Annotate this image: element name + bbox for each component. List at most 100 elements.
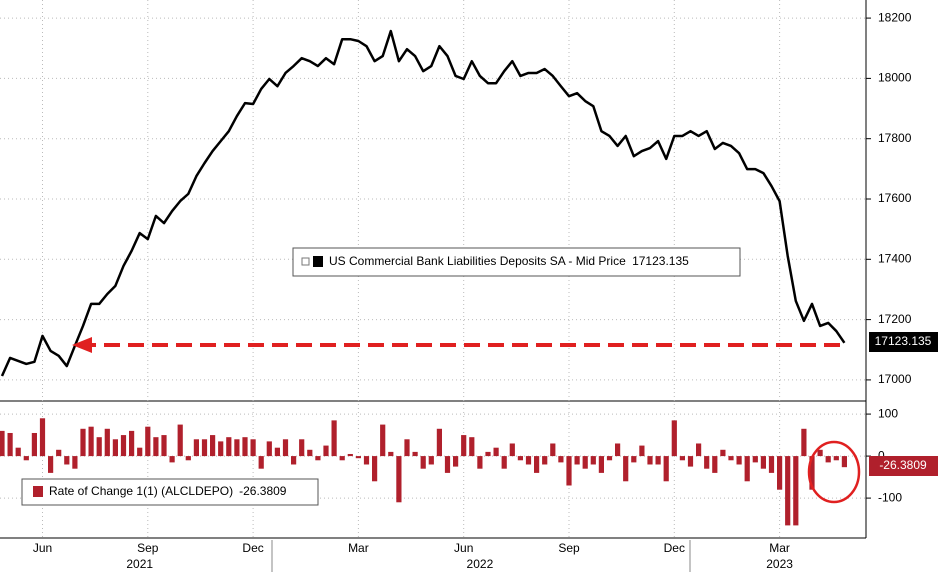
bar [534, 456, 540, 473]
bar [0, 430, 5, 457]
arrow-head [72, 337, 92, 353]
bar [31, 432, 37, 457]
bar [145, 426, 151, 457]
bar [720, 449, 726, 457]
bar [193, 439, 199, 457]
bar [590, 456, 596, 465]
y-tick-label: 17400 [878, 251, 912, 265]
bar [833, 456, 839, 461]
y-tick-label: 17800 [878, 131, 912, 145]
x-group-label: 2021 [126, 557, 153, 571]
y-tick-label: 0 [878, 448, 885, 462]
bar [655, 456, 661, 465]
bar [768, 456, 775, 473]
bar [15, 447, 21, 457]
bar [137, 447, 143, 457]
bar [785, 456, 791, 526]
bar [509, 443, 515, 457]
bar [687, 456, 694, 467]
bar [752, 456, 758, 463]
bar [420, 456, 426, 469]
y-tick-label: 100 [878, 406, 898, 420]
y-tick-label: -100 [878, 490, 902, 504]
bar [582, 456, 588, 469]
y-tick-label: 17000 [878, 372, 912, 386]
bar [355, 456, 361, 459]
bar [428, 456, 434, 465]
bar [120, 435, 127, 457]
bar [23, 456, 29, 461]
y-tick-label: 18200 [878, 10, 912, 24]
bar [323, 445, 329, 457]
x-tick-label: Mar [769, 541, 790, 555]
x-tick-label: Dec [242, 541, 263, 555]
bar [363, 456, 370, 465]
bar [501, 456, 507, 469]
x-tick-label: Sep [558, 541, 580, 555]
bar [104, 428, 110, 457]
x-tick-label: Jun [33, 541, 52, 555]
bar [542, 456, 548, 465]
bar [469, 437, 475, 457]
bar [639, 445, 645, 457]
bar [704, 456, 710, 469]
bar [274, 447, 280, 457]
bar [493, 447, 499, 457]
bar [696, 443, 702, 457]
bar [250, 439, 256, 457]
bar [161, 435, 167, 457]
bar [712, 456, 718, 473]
bar [153, 437, 159, 457]
bar [566, 456, 572, 486]
bar [266, 441, 272, 457]
bar [48, 456, 54, 473]
bar [477, 456, 483, 469]
bar [760, 456, 766, 469]
bar [615, 443, 621, 457]
legend-toggle[interactable] [301, 257, 310, 266]
x-tick-label: Mar [348, 541, 369, 555]
bar [96, 437, 102, 457]
bar [817, 449, 823, 457]
bar [129, 430, 135, 457]
bar [210, 435, 216, 457]
legend-value: 17123.135 [632, 254, 689, 268]
bar [485, 451, 491, 457]
bar [647, 456, 653, 465]
x-tick-label: Sep [137, 541, 159, 555]
bar [517, 456, 523, 461]
bar [112, 439, 118, 457]
bar [825, 456, 831, 463]
bar [679, 456, 685, 461]
bar [56, 449, 62, 457]
bar [80, 428, 86, 457]
bar [404, 439, 410, 457]
bar [372, 456, 378, 482]
bar [436, 428, 442, 457]
x-group-label: 2022 [467, 557, 494, 571]
bar [525, 456, 532, 465]
last-value-box [869, 332, 938, 352]
bar [728, 456, 734, 461]
bar [185, 456, 191, 461]
last-value-label: -26.3809 [879, 458, 927, 472]
bar [258, 456, 264, 469]
bar [744, 456, 750, 482]
bar [291, 456, 297, 465]
bar [736, 456, 742, 465]
legend-box [21, 478, 319, 506]
bar [558, 456, 564, 463]
y-tick-label: 17600 [878, 191, 912, 205]
bar [777, 456, 783, 490]
last-value-label: 17123.135 [875, 334, 932, 348]
legend-box [292, 247, 741, 277]
highlight-circle [807, 440, 861, 504]
bar [663, 456, 669, 482]
last-value-box [869, 456, 938, 476]
bar [631, 456, 637, 463]
legend: Rate of Change 1(1) (ALCLDEPO) -26.3809 [21, 478, 319, 506]
y-tick-label: 18000 [878, 71, 912, 85]
bar [234, 439, 240, 457]
bar [226, 437, 232, 457]
bar [177, 424, 183, 457]
